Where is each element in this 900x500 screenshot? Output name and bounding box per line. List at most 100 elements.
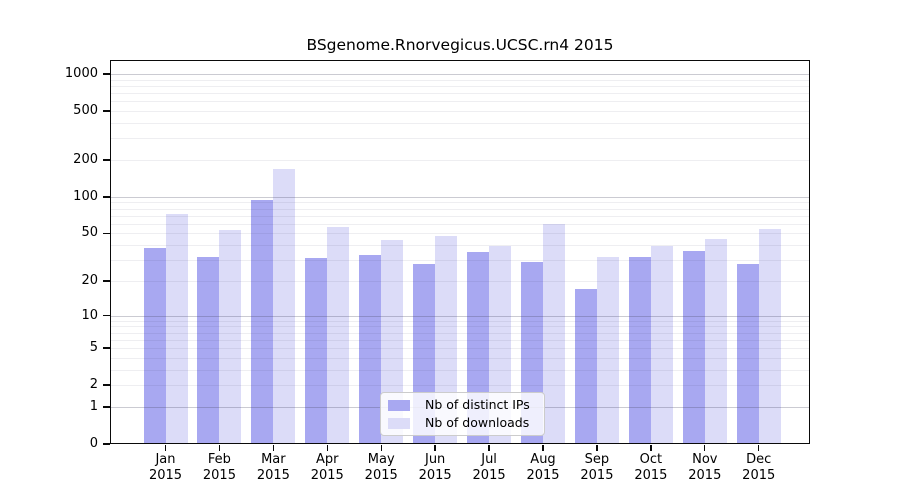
y-tick: [103, 280, 110, 282]
x-tick-month: Jun: [424, 452, 446, 467]
gridline-minor: [110, 223, 810, 225]
x-tick: [164, 445, 167, 451]
x-tick: [704, 445, 706, 451]
y-tick-label: 1000: [64, 66, 98, 82]
gridline-minor: [110, 215, 810, 217]
bar-nb-of-downloads-mar: [273, 168, 296, 444]
y-tick: [103, 347, 110, 349]
x-tick-month: Apr: [316, 452, 339, 467]
gridline-minor: [110, 101, 810, 103]
x-tick: [272, 445, 275, 451]
gridline-minor: [110, 339, 810, 341]
x-tick-month: Feb: [207, 452, 231, 467]
x-tick-year: 2015: [688, 467, 722, 483]
gridline-major: [110, 315, 810, 317]
x-tick-year: 2015: [526, 467, 560, 483]
plot-area: [110, 60, 810, 444]
gridline-minor: [110, 326, 810, 328]
y-tick-label: 10: [81, 307, 98, 323]
x-tick-label: Jul 2015: [459, 452, 519, 483]
gridline-minor: [110, 245, 810, 247]
bar-nb-of-downloads-aug: [543, 223, 565, 444]
x-tick-month: Jul: [481, 452, 497, 467]
bar-nb-of-downloads-dec: [758, 229, 781, 444]
gridline-minor: [110, 160, 810, 162]
y-tick-label: 0: [89, 436, 98, 451]
y-tick: [103, 159, 110, 161]
gridline-minor: [110, 385, 810, 387]
y-tick-label: 5: [89, 340, 98, 356]
bar-nb-of-distinct-ips-mar: [251, 199, 274, 444]
x-tick-year: 2015: [256, 467, 290, 483]
y-tick-label: 20: [81, 272, 98, 288]
bar-nb-of-downloads-nov: [704, 238, 727, 444]
y-tick-label: 500: [73, 103, 98, 119]
y-tick-label: 2: [89, 377, 98, 393]
gridline-minor: [110, 357, 810, 359]
x-tick-month: May: [367, 452, 395, 467]
x-tick-month: Oct: [639, 452, 663, 467]
x-tick-month: Aug: [530, 452, 556, 467]
y-tick: [103, 384, 110, 386]
bar-nb-of-downloads-apr: [327, 226, 350, 444]
x-tick: [218, 445, 221, 451]
legend-label-distinct-ips: Nb of distinct IPs: [425, 397, 530, 412]
x-tick-label: Feb 2015: [189, 452, 249, 483]
x-tick: [326, 445, 328, 451]
x-tick-label: Nov 2015: [675, 452, 735, 483]
legend-swatch-distinct-ips: [388, 399, 410, 411]
x-tick-label: May 2015: [351, 452, 411, 483]
y-tick-label: 50: [81, 225, 98, 241]
x-tick: [380, 445, 382, 451]
x-tick-label: Oct 2015: [621, 452, 681, 483]
gridline-minor: [110, 369, 810, 371]
chart-title: BSgenome.Rnorvegicus.UCSC.rn4 2015: [306, 36, 614, 54]
gridline-minor: [110, 348, 810, 350]
bar-nb-of-distinct-ips-apr: [305, 258, 328, 444]
x-tick-month: Mar: [261, 452, 286, 467]
bar-nb-of-distinct-ips-jan: [143, 247, 166, 444]
x-tick-label: Jan 2015: [136, 452, 196, 483]
gridline-minor: [110, 320, 810, 322]
x-tick-label: Dec 2015: [729, 452, 789, 483]
bar-nb-of-distinct-ips-oct: [628, 256, 651, 444]
x-tick-year: 2015: [148, 467, 183, 483]
legend-entry-distinct-ips: Nb of distinct IPs: [388, 397, 544, 413]
gridline-minor: [110, 138, 810, 140]
gridline-minor: [110, 111, 810, 113]
y-tick-label: 100: [73, 188, 98, 204]
gridline-minor: [110, 208, 810, 210]
x-tick: [434, 445, 436, 451]
x-tick: [488, 445, 490, 451]
bar-nb-of-downloads-jan: [165, 213, 188, 444]
x-tick-month: Nov: [692, 452, 718, 467]
y-tick: [103, 406, 110, 408]
x-tick-year: 2015: [418, 467, 452, 483]
legend-entry-downloads: Nb of downloads: [388, 415, 544, 431]
x-tick-year: 2015: [202, 467, 236, 483]
bar-nb-of-distinct-ips-nov: [682, 250, 705, 444]
x-tick-label: Mar 2015: [243, 452, 303, 483]
gridline-minor: [110, 123, 810, 125]
y-tick: [103, 232, 110, 235]
y-tick-label: 200: [73, 152, 98, 168]
y-tick-label: 1: [89, 398, 98, 414]
x-tick: [650, 445, 652, 451]
x-tick-month: Dec: [746, 452, 772, 467]
bar-nb-of-distinct-ips-feb: [197, 256, 220, 444]
x-tick: [596, 445, 598, 451]
y-tick: [103, 443, 110, 445]
x-tick-month: Jan: [155, 452, 176, 467]
gridline-minor: [110, 280, 810, 282]
x-tick-label: Apr 2015: [297, 452, 357, 483]
legend-label-downloads: Nb of downloads: [425, 415, 530, 430]
gridline-major: [110, 196, 810, 198]
gridline-minor: [110, 85, 810, 87]
x-tick-label: Aug 2015: [513, 452, 573, 483]
gridline-major: [110, 74, 810, 76]
gridline-minor: [110, 202, 810, 204]
x-tick-label: Sep 2015: [567, 452, 627, 483]
x-tick-year: 2015: [472, 467, 506, 483]
gridline-minor: [110, 233, 810, 235]
